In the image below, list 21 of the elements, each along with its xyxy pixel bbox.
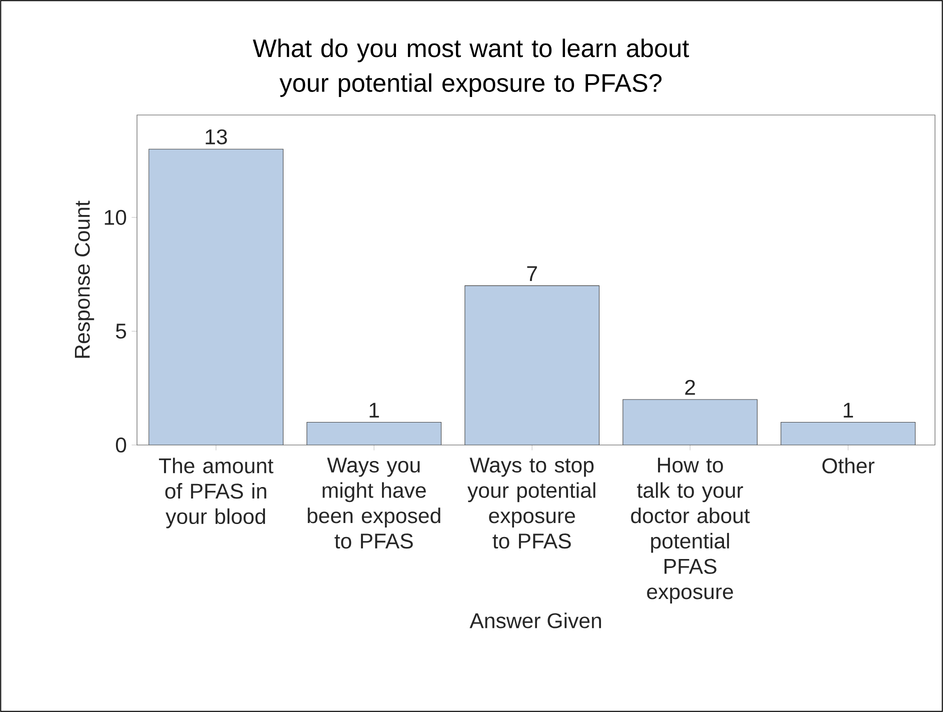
x-tick-label: Other (822, 458, 874, 474)
y-tick-label: 0 (116, 437, 126, 453)
data-label: 13 (206, 129, 227, 144)
bar (306, 422, 442, 445)
x-tick-label: The amount of PFAS in your blood (158, 458, 274, 528)
x-tick-label: Ways you might have been exposed to PFAS (308, 458, 440, 549)
bar (622, 399, 758, 445)
y-tick-label: 5 (116, 324, 126, 339)
x-tick-label: How to talk to your doctor about potential PFAS exposure (631, 458, 750, 604)
bar (464, 286, 600, 445)
chart-title: What do you most want to learn about your potential exposure to PFAS? (252, 38, 690, 97)
data-label: 7 (527, 266, 537, 281)
x-axis-title: Answer Given (470, 612, 601, 628)
bar (148, 149, 284, 445)
y-axis-title: Response Count (74, 200, 94, 358)
data-label: 1 (370, 402, 379, 418)
y-tick-label: 10 (104, 210, 126, 225)
bar (780, 422, 916, 445)
x-tick-label: Ways to stop your potential exposure to PFAS (467, 458, 596, 549)
data-label: 1 (844, 402, 853, 418)
data-label: 2 (685, 380, 695, 395)
